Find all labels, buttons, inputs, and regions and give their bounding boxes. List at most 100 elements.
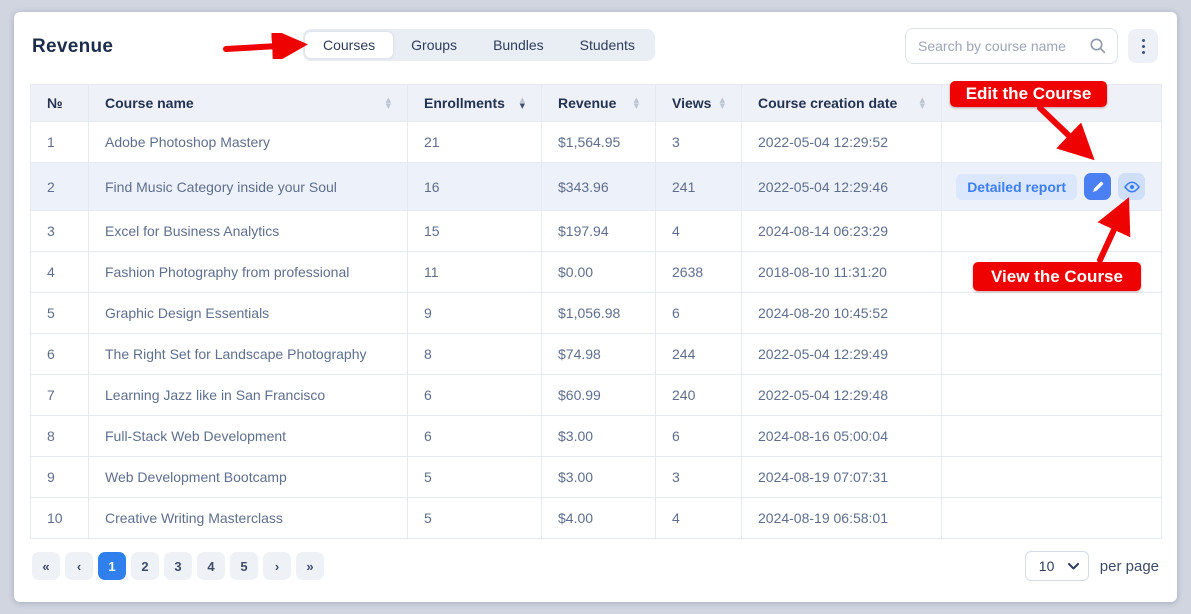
cell-actions bbox=[941, 210, 1162, 252]
search-icon[interactable] bbox=[1089, 37, 1107, 55]
cell-views: 3 bbox=[655, 456, 742, 498]
cell-created: 2022-05-04 12:29:52 bbox=[741, 121, 942, 163]
pagination: « ‹ 1 2 3 4 5 › » bbox=[32, 552, 324, 580]
pencil-icon bbox=[1091, 180, 1105, 194]
tab-bundles[interactable]: Bundles bbox=[493, 37, 544, 53]
cell-revenue: $1,056.98 bbox=[541, 292, 656, 334]
search-input[interactable] bbox=[918, 38, 1089, 54]
cell-created: 2018-08-10 11:31:20 bbox=[741, 251, 942, 293]
cell-course-name: Find Music Category inside your Soul bbox=[88, 162, 408, 211]
cell-revenue: $60.99 bbox=[541, 374, 656, 416]
view-course-button[interactable] bbox=[1118, 173, 1145, 200]
cell-enrollments: 5 bbox=[407, 497, 542, 539]
table-row: 9 Web Development Bootcamp 5 $3.00 3 202… bbox=[30, 456, 1162, 498]
sort-icon[interactable]: ▲ ▼ bbox=[919, 96, 925, 110]
cell-actions bbox=[941, 415, 1162, 457]
cell-number: 6 bbox=[30, 333, 89, 375]
kebab-dots-icon bbox=[1141, 38, 1145, 42]
cell-views: 3 bbox=[655, 121, 742, 163]
cell-number: 8 bbox=[30, 415, 89, 457]
cell-course-name: Learning Jazz like in San Francisco bbox=[88, 374, 408, 416]
sort-icon[interactable]: ▲ ▼ bbox=[633, 96, 639, 110]
cell-views: 240 bbox=[655, 374, 742, 416]
cell-enrollments: 9 bbox=[407, 292, 542, 334]
table-row: 8 Full-Stack Web Development 6 $3.00 6 2… bbox=[30, 415, 1162, 457]
pagination-next-button[interactable]: › bbox=[263, 552, 291, 580]
cell-views: 4 bbox=[655, 210, 742, 252]
table-row: 5 Graphic Design Essentials 9 $1,056.98 … bbox=[30, 292, 1162, 334]
cell-created: 2022-05-04 12:29:49 bbox=[741, 333, 942, 375]
col-views[interactable]: Views ▲ ▼ bbox=[655, 84, 742, 122]
pagination-page-1[interactable]: 1 bbox=[98, 552, 126, 580]
cell-enrollments: 11 bbox=[407, 251, 542, 293]
cell-course-name: Graphic Design Essentials bbox=[88, 292, 408, 334]
cell-enrollments: 6 bbox=[407, 374, 542, 416]
cell-actions bbox=[941, 333, 1162, 375]
pagination-page-2[interactable]: 2 bbox=[131, 552, 159, 580]
detailed-report-link[interactable]: Detailed report bbox=[956, 173, 1077, 200]
cell-actions bbox=[941, 456, 1162, 498]
cell-enrollments: 8 bbox=[407, 333, 542, 375]
kebab-menu-button[interactable] bbox=[1128, 29, 1158, 63]
table-footer: « ‹ 1 2 3 4 5 › » 10 per page bbox=[14, 551, 1177, 581]
cell-created: 2024-08-14 06:23:29 bbox=[741, 210, 942, 252]
cell-views: 4 bbox=[655, 497, 742, 539]
table-row: 1 Adobe Photoshop Mastery 21 $1,564.95 3… bbox=[30, 121, 1162, 163]
pagination-prev-button[interactable]: ‹ bbox=[65, 552, 93, 580]
pagination-page-3[interactable]: 3 bbox=[164, 552, 192, 580]
cell-course-name: The Right Set for Landscape Photography bbox=[88, 333, 408, 375]
sort-icon[interactable]: ▲ ▼ bbox=[719, 96, 725, 110]
pagination-last-button[interactable]: » bbox=[296, 552, 324, 580]
cell-revenue: $3.00 bbox=[541, 415, 656, 457]
tab-courses[interactable]: Courses bbox=[305, 32, 394, 58]
col-enrollments[interactable]: Enrollments ▲ ▼ bbox=[407, 84, 542, 122]
chevron-down-icon bbox=[1067, 562, 1079, 570]
cell-created: 2024-08-16 05:00:04 bbox=[741, 415, 942, 457]
cell-course-name: Adobe Photoshop Mastery bbox=[88, 121, 408, 163]
topbar: Revenue Courses Groups Bundles Students bbox=[14, 12, 1177, 78]
cell-views: 6 bbox=[655, 292, 742, 334]
per-page-select[interactable]: 10 bbox=[1024, 551, 1089, 581]
cell-course-name: Creative Writing Masterclass bbox=[88, 497, 408, 539]
pagination-page-4[interactable]: 4 bbox=[197, 552, 225, 580]
cell-number: 5 bbox=[30, 292, 89, 334]
tab-students[interactable]: Students bbox=[579, 37, 635, 53]
annotation-view-the-course: View the Course bbox=[973, 262, 1141, 291]
per-page-value: 10 bbox=[1038, 558, 1055, 574]
sort-icon[interactable]: ▲ ▼ bbox=[385, 96, 391, 110]
col-course-name[interactable]: Course name ▲ ▼ bbox=[88, 84, 408, 122]
col-creation-date[interactable]: Course creation date ▲ ▼ bbox=[741, 84, 942, 122]
pagination-page-5[interactable]: 5 bbox=[230, 552, 258, 580]
cell-created: 2024-08-20 10:45:52 bbox=[741, 292, 942, 334]
cell-revenue: $343.96 bbox=[541, 162, 656, 211]
cell-enrollments: 15 bbox=[407, 210, 542, 252]
revenue-card: Revenue Courses Groups Bundles Students bbox=[14, 12, 1177, 602]
annotation-edit-the-course: Edit the Course bbox=[950, 81, 1107, 107]
page-title: Revenue bbox=[32, 36, 114, 57]
cell-number: 9 bbox=[30, 456, 89, 498]
pagination-first-button[interactable]: « bbox=[32, 552, 60, 580]
table-row: 10 Creative Writing Masterclass 5 $4.00 … bbox=[30, 497, 1162, 539]
cell-views: 241 bbox=[655, 162, 742, 211]
cell-views: 6 bbox=[655, 415, 742, 457]
eye-icon bbox=[1123, 180, 1140, 193]
per-page-label: per page bbox=[1099, 557, 1159, 575]
courses-table: № Course name ▲ ▼ Enrollments ▲ ▼ Revenue ▲ ▼ … bbox=[30, 84, 1162, 539]
cell-revenue: $74.98 bbox=[541, 333, 656, 375]
cell-number: 7 bbox=[30, 374, 89, 416]
tab-groups[interactable]: Groups bbox=[411, 37, 458, 53]
col-number: № bbox=[30, 84, 89, 122]
cell-number: 3 bbox=[30, 210, 89, 252]
cell-revenue: $197.94 bbox=[541, 210, 656, 252]
per-page-control: 10 per page bbox=[1024, 551, 1159, 581]
sort-icon-desc-active[interactable]: ▲ ▼ bbox=[519, 96, 525, 110]
cell-views: 2638 bbox=[655, 251, 742, 293]
cell-enrollments: 16 bbox=[407, 162, 542, 211]
edit-course-button[interactable] bbox=[1084, 173, 1111, 200]
col-revenue[interactable]: Revenue ▲ ▼ bbox=[541, 84, 656, 122]
cell-created: 2022-05-04 12:29:48 bbox=[741, 374, 942, 416]
cell-course-name: Fashion Photography from professional bbox=[88, 251, 408, 293]
search-box bbox=[905, 28, 1118, 64]
cell-created: 2024-08-19 07:07:31 bbox=[741, 456, 942, 498]
cell-actions bbox=[941, 374, 1162, 416]
